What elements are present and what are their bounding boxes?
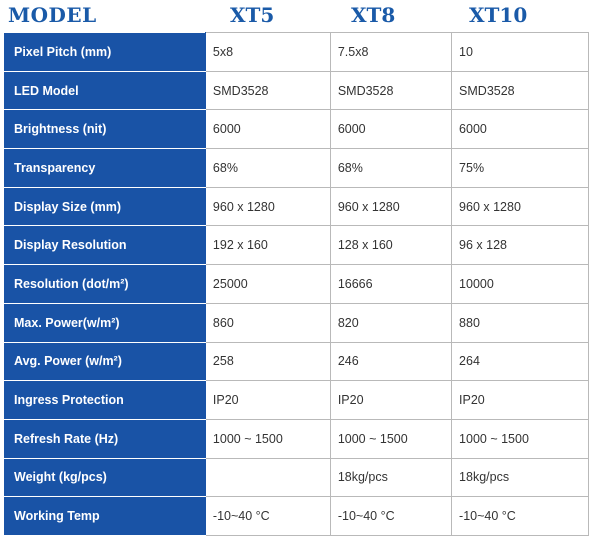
row-label: Transparency [4,148,206,188]
row-value: IP20 [329,380,453,420]
row-value: SMD3528 [329,70,453,111]
row-value: 880 [451,302,589,343]
row-label: Max. Power(w/m²) [4,302,206,343]
row-value: 258 [204,341,331,382]
table-row: Display Size (mm) 960 x 1280 960 x 1280 960… [4,186,589,227]
row-value: IP20 [204,380,331,420]
row-value: 192 x 160 [204,225,331,266]
row-value: -10~40 °C [204,496,331,536]
row-value: 960 x 1280 [204,186,331,227]
row-value: 860 [204,302,331,343]
row-label: Working Temp [4,496,206,536]
row-label: Weight (kg/pcs) [4,457,206,498]
row-value: IP20 [451,380,589,420]
row-label: LED Model [4,70,206,111]
table-row: Display Resolution 192 x 160 128 x 160 96 x… [4,225,589,266]
row-value: 6000 [329,109,453,150]
row-label: Brightness (nit) [4,109,206,150]
row-value: 6000 [451,109,589,150]
table-row: Transparency 68% 68% 75% [4,148,589,188]
row-value: 264 [451,341,589,382]
column-heading-xt5: XT5 [230,3,275,27]
row-label: Display Size (mm) [4,186,206,227]
row-value: 1000 ~ 1500 [204,418,331,459]
row-value: 820 [329,302,453,343]
table-row: Ingress Protection IP20 IP20 IP20 [4,380,589,420]
row-value: 25000 [204,264,331,304]
model-heading: MODEL [8,3,97,27]
row-value: 18kg/pcs [451,457,589,498]
row-value: 16666 [329,264,453,304]
row-value: 5x8 [204,32,331,72]
row-value: 128 x 160 [329,225,453,266]
row-value: 68% [204,148,331,188]
table-row: Working Temp -10~40 °C -10~40 °C -10~40 °C [4,496,589,536]
row-label: Pixel Pitch (mm) [4,32,206,72]
table-row: Brightness (nit) 6000 6000 6000 [4,109,589,150]
row-value: SMD3528 [204,70,331,111]
row-value: 246 [329,341,453,382]
row-label: Avg. Power (w/m²) [4,341,206,382]
table-row: LED Model SMD3528 SMD3528 SMD3528 [4,70,589,111]
table-header: MODEL XT5 XT8 XT10 [0,0,591,32]
row-value: 10 [451,32,589,72]
row-label: Ingress Protection [4,380,206,420]
row-value: 18kg/pcs [329,457,453,498]
table-row: Pixel Pitch (mm) 5x8 7.5x8 10 [4,32,589,72]
table-row: Resolution (dot/m²) 25000 16666 10000 [4,264,589,304]
spec-table: Pixel Pitch (mm) 5x8 7.5x8 10 LED Model SMD35… [4,32,589,536]
row-value: 96 x 128 [451,225,589,266]
row-value: -10~40 °C [329,496,453,536]
column-heading-xt10: XT10 [469,3,528,27]
row-value: 7.5x8 [329,32,453,72]
row-value [204,457,331,498]
table-row: Weight (kg/pcs) 18kg/pcs 18kg/pcs [4,457,589,498]
row-value: 960 x 1280 [329,186,453,227]
table-row: Refresh Rate (Hz) 1000 ~ 1500 1000 ~ 1500 1… [4,418,589,459]
table-row: Max. Power(w/m²) 860 820 880 [4,302,589,343]
row-value: 6000 [204,109,331,150]
row-value: 75% [451,148,589,188]
row-value: -10~40 °C [451,496,589,536]
row-label: Display Resolution [4,225,206,266]
row-value: 1000 ~ 1500 [451,418,589,459]
row-label: Refresh Rate (Hz) [4,418,206,459]
row-value: 10000 [451,264,589,304]
row-value: 960 x 1280 [451,186,589,227]
table-row: Avg. Power (w/m²) 258 246 264 [4,341,589,382]
row-value: SMD3528 [451,70,589,111]
row-label: Resolution (dot/m²) [4,264,206,304]
column-heading-xt8: XT8 [351,3,396,27]
row-value: 68% [329,148,453,188]
row-value: 1000 ~ 1500 [329,418,453,459]
